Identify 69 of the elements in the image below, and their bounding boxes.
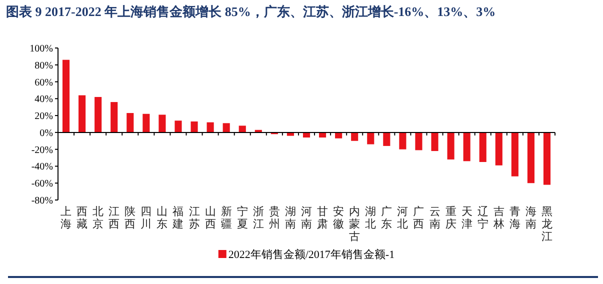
x-tick-label: 四川 [140,206,152,230]
x-tick-label: 浙江 [252,205,264,230]
bar [383,132,390,146]
bar [447,132,454,160]
y-tick-label: -20% [31,144,53,156]
x-tick-label: 安徽 [333,205,344,230]
y-tick-label: 60% [34,77,53,88]
legend-label: 2022年销售金额/2017年销售金额-1 [228,248,395,261]
bar [495,132,502,166]
bar [174,120,182,132]
bar [142,114,150,132]
y-tick-label: -60% [31,178,53,190]
x-tick-label: 湖北 [365,206,376,230]
x-tick-label: 江西 [108,206,120,230]
bar [527,132,534,184]
x-tick-label: 吉林 [492,205,504,230]
x-tick-label: 青海 [509,205,520,230]
x-tick-label: 福建 [172,205,184,230]
x-tick-label: 海南 [525,206,536,230]
bar [238,126,246,132]
bar [479,132,486,162]
bar [431,132,438,152]
bar [415,132,422,150]
x-tick-label: 河南 [301,206,312,230]
bar [222,123,230,132]
x-tick-label: 宁夏 [236,205,248,230]
bar [126,113,134,132]
x-tick-label: 天津 [461,206,472,230]
x-tick-label: 西藏 [76,206,88,230]
bar [110,102,118,132]
x-tick-label: 江苏 [188,206,200,230]
x-tick-label: 湖南 [284,206,296,230]
bar [511,132,518,176]
x-tick-label: 广西 [413,205,424,230]
bar [543,132,551,185]
y-tick-label: 80% [34,60,53,72]
x-tick-label: 甘肃 [317,205,328,230]
x-tick-label: 广东 [381,205,392,230]
x-tick-label: 云南 [429,206,440,230]
x-tick-label: 辽宁 [477,206,488,230]
bar [62,60,70,132]
y-tick-label: -40% [31,162,53,173]
x-tick-label: 山东 [156,205,168,230]
bar [78,95,86,132]
y-tick-label: 0% [40,128,53,139]
x-tick-label: 黑龙江 [541,206,552,243]
y-tick-label: 100% [30,44,53,54]
bar [190,121,198,132]
x-tick-label: 河北 [397,206,408,230]
x-tick-label: 上海 [60,205,72,230]
bar [335,132,342,138]
x-tick-label: 贵州 [268,205,280,230]
chart-title: 图表 9 2017-2022 年上海销售金额增长 85%，广东、江苏、浙江增长-16%、13%、3% [6,4,496,19]
bar [463,132,470,162]
x-tick-label: 内蒙古 [349,205,360,243]
bar [351,132,358,141]
x-tick-label: 重庆 [445,205,456,230]
bar [94,96,102,132]
x-tick-label: 北京 [92,205,104,230]
bar [158,114,166,132]
x-tick-label: 新疆 [220,205,232,230]
bar [399,132,406,150]
bar [206,122,214,132]
x-tick-label: 陕西 [124,206,136,230]
y-tick-label: 40% [34,94,53,106]
y-tick-label: 20% [34,111,53,122]
bar [367,132,374,144]
y-tick-label: -80% [31,196,53,206]
x-tick-label: 山西 [204,205,216,230]
